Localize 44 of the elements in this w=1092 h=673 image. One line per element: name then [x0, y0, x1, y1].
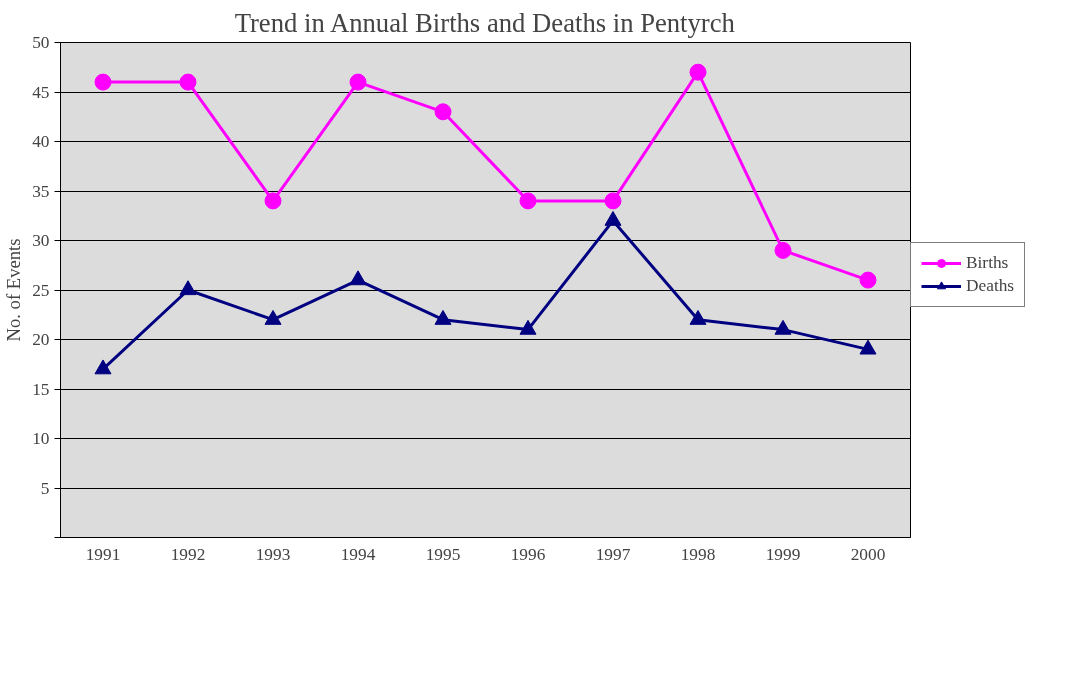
y-tick-label: 10 [32, 429, 50, 448]
y-tick-label: 45 [32, 82, 50, 102]
point [349, 73, 367, 91]
legend-label: Births [966, 253, 1009, 273]
y-tick-label: 15 [32, 379, 50, 399]
point [774, 241, 792, 259]
x-tick-label: 1996 [510, 544, 546, 564]
point [434, 103, 452, 121]
point [689, 309, 707, 325]
point [604, 210, 622, 226]
x-tick-label: 1993 [255, 544, 291, 564]
point [519, 319, 537, 335]
x-tick-label: 1997 [595, 544, 631, 564]
point [774, 319, 792, 335]
y-tick-label: 30 [32, 231, 50, 250]
point [434, 309, 452, 325]
point [519, 192, 537, 210]
x-tick-label: 2000 [850, 544, 886, 564]
point [264, 309, 282, 325]
y-tick-label: 50 [32, 33, 50, 52]
point [264, 192, 282, 210]
point [94, 73, 112, 91]
y-axis-title: No. of Events [3, 238, 25, 342]
point [349, 270, 367, 286]
y-tick-label: 40 [32, 132, 50, 151]
y-tick-label: 35 [32, 181, 50, 201]
point [689, 63, 707, 81]
chart-title: Trend in Annual Births and Deaths in Pentyrch [234, 7, 735, 38]
x-tick-label: 1991 [85, 544, 121, 564]
x-tick-label: 1992 [170, 544, 206, 564]
y-tick-label: 20 [32, 330, 50, 349]
point [859, 339, 877, 355]
x-tick-label: 1994 [340, 544, 376, 564]
y-tick-label: 25 [32, 280, 50, 300]
point [179, 73, 197, 91]
legend-label: Deaths [966, 276, 1015, 296]
x-tick-label: 1998 [680, 544, 716, 564]
x-tick-label: 1999 [765, 544, 801, 564]
point [179, 280, 197, 296]
y-tick-label: 5 [40, 478, 50, 498]
point [94, 359, 112, 375]
x-tick-label: 1995 [425, 544, 461, 564]
point [604, 192, 622, 210]
point [859, 271, 877, 289]
